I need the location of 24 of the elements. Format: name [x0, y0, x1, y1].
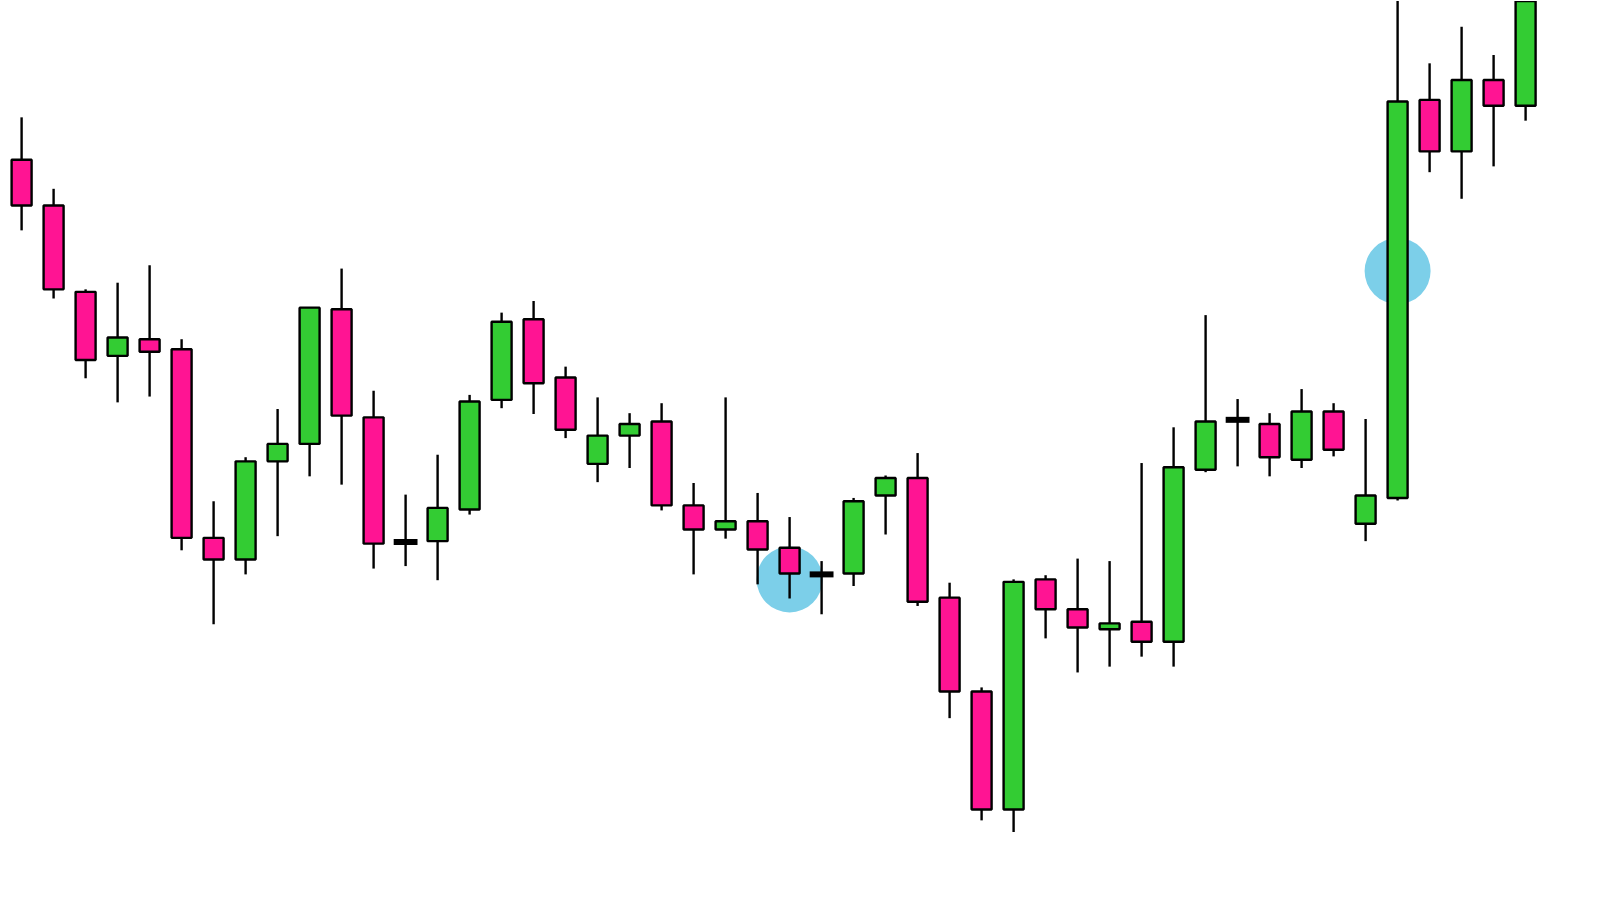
candlestick	[1130, 461, 1153, 658]
candlestick	[682, 481, 705, 576]
candlestick	[1066, 557, 1089, 674]
candlestick	[426, 453, 449, 582]
candlestick	[393, 493, 418, 568]
candlestick	[202, 500, 225, 626]
candlestick	[586, 396, 609, 484]
candlestick	[618, 411, 641, 470]
candlestick	[1482, 53, 1505, 168]
candlestick	[874, 474, 897, 536]
candlestick	[746, 491, 769, 586]
candlestick	[1098, 559, 1121, 668]
candlestick	[778, 515, 801, 600]
candlestick	[1225, 397, 1250, 468]
candlestick	[1322, 402, 1345, 458]
candlestick	[106, 281, 129, 404]
candlestick	[138, 264, 161, 398]
candlestick	[266, 407, 289, 538]
candlestick	[1034, 574, 1057, 640]
candlestick	[10, 116, 33, 232]
candlestick	[809, 559, 834, 616]
candlestick	[714, 396, 737, 540]
candlestick	[1258, 411, 1281, 478]
candlestick	[1354, 417, 1377, 543]
